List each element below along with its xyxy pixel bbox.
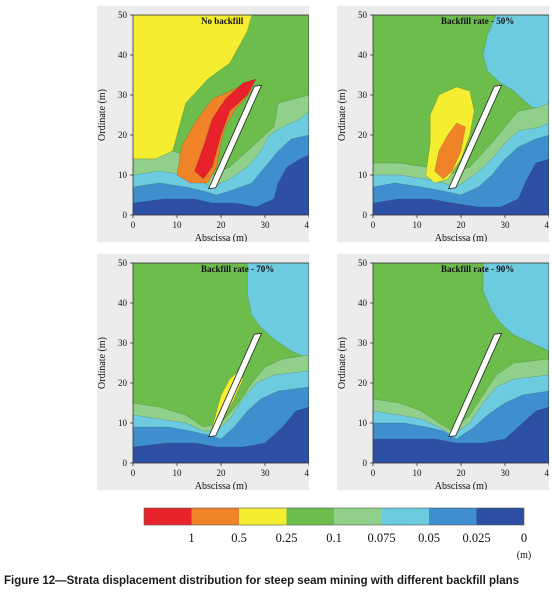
tick-label-y: 20 <box>118 130 128 140</box>
contour-plot: 0 10 20 30 40 0 10 20 30 40 50 Abscissa (m) Ordinate… <box>97 258 310 490</box>
tick-label-x: 20 <box>457 468 467 478</box>
panel-no-backfill: 0 10 20 30 40 0 10 20 30 40 50 Abscissa (m) Ordinate… <box>97 6 309 242</box>
x-axis-label: Abscissa (m) <box>435 233 488 242</box>
tick-label-y: 40 <box>358 50 368 60</box>
contour-region <box>194 78 257 180</box>
tick-label-y: 40 <box>358 298 368 308</box>
colorbar-swatch <box>144 508 192 525</box>
tick-label-y: 30 <box>118 90 128 100</box>
tick-label-y: 10 <box>118 418 128 428</box>
tick-label-y: 10 <box>358 170 368 180</box>
tick-label-y: 50 <box>118 10 128 20</box>
tick-label-y: 20 <box>358 378 368 388</box>
panel-backfill-70: 0 10 20 30 40 0 10 20 30 40 50 Abscissa (m) Ordinate… <box>97 254 309 490</box>
contour-plot: 0 10 20 30 40 0 10 20 30 40 50 Abscissa (m) Ordinate… <box>97 10 310 242</box>
x-axis-label: Abscissa (m) <box>195 481 248 490</box>
colorbar-swatch <box>334 508 382 525</box>
tick-label-y: 40 <box>118 298 128 308</box>
seam-mark <box>208 84 263 190</box>
tick-label-y: 0 <box>123 210 128 220</box>
panel-title: Backfill rate - 50% <box>441 16 514 26</box>
colorbar-label: 0.075 <box>367 531 395 545</box>
tick-label-y: 20 <box>118 378 128 388</box>
y-axis-label: Ordinate (m) <box>337 89 348 141</box>
panel-title: Backfill rate - 90% <box>441 264 514 274</box>
colorbar-swatch <box>239 508 287 525</box>
panel-backfill-90: 0 10 20 30 40 0 10 20 30 40 50 Abscissa (m) Ordinate… <box>337 254 549 490</box>
y-axis-label: Ordinate (m) <box>337 337 348 389</box>
tick-label-y: 0 <box>363 210 368 220</box>
tick-label-x: 0 <box>131 220 136 230</box>
figure-caption: Figure 12—Strata displacement distributi… <box>4 575 520 587</box>
panel-title: Backfill rate - 70% <box>201 264 274 274</box>
tick-label-x: 0 <box>131 468 136 478</box>
colorbar-label: 0.25 <box>276 531 298 545</box>
tick-label-y: 50 <box>118 258 128 268</box>
colorbar-label: 0.1 <box>326 531 342 545</box>
tick-label-x: 10 <box>173 468 183 478</box>
tick-label-x: 0 <box>371 220 376 230</box>
colorbar-label: 0.025 <box>462 531 490 545</box>
colorbar-label: 1 <box>188 531 194 545</box>
x-axis-label: Abscissa (m) <box>435 481 488 490</box>
tick-label-y: 10 <box>358 418 368 428</box>
tick-label-y: 30 <box>358 338 368 348</box>
colorbar-label: 0.5 <box>231 531 247 545</box>
colorbar-unit: (m) <box>517 550 531 561</box>
tick-label-y: 40 <box>118 50 128 60</box>
tick-label-x: 30 <box>261 220 271 230</box>
tick-label-y: 10 <box>118 170 128 180</box>
tick-label-y: 0 <box>363 458 368 468</box>
contour-region <box>133 134 309 215</box>
tick-label-x: 0 <box>371 468 376 478</box>
tick-label-y: 30 <box>118 338 128 348</box>
seam-mark <box>448 84 503 190</box>
panel-title: No backfill <box>201 16 244 26</box>
colorbar-legend: 1 0.5 0.25 0.1 0.075 0.05 0.025 0 (m) <box>143 507 531 561</box>
contour-region <box>373 134 549 215</box>
colorbar-label: 0.05 <box>418 531 440 545</box>
tick-label-x: 40 <box>545 468 550 478</box>
colorbar-swatch <box>191 508 239 525</box>
contour-region <box>482 263 549 352</box>
tick-label-x: 40 <box>305 468 310 478</box>
tick-label-x: 30 <box>501 220 511 230</box>
y-axis-label: Ordinate (m) <box>97 89 108 141</box>
tick-label-y: 0 <box>123 458 128 468</box>
tick-label-x: 40 <box>545 220 550 230</box>
tick-label-y: 20 <box>358 130 368 140</box>
tick-label-x: 30 <box>261 468 271 478</box>
tick-label-x: 10 <box>413 468 423 478</box>
tick-label-y: 50 <box>358 258 368 268</box>
contour-region <box>482 15 549 112</box>
tick-label-x: 20 <box>217 220 227 230</box>
seam-mark <box>208 332 263 438</box>
contour-region <box>373 158 549 215</box>
contour-plot: 0 10 20 30 40 0 10 20 30 40 50 Abscissa (m) Ordinate… <box>337 10 550 242</box>
tick-label-x: 30 <box>501 468 511 478</box>
tick-label-x: 20 <box>457 220 467 230</box>
y-axis-label: Ordinate (m) <box>97 337 108 389</box>
panel-backfill-50: 0 10 20 30 40 0 10 20 30 40 50 Abscissa (m) Ordinate… <box>337 6 549 242</box>
seam-mark <box>448 332 503 438</box>
contour-region <box>133 406 309 463</box>
tick-label-x: 40 <box>305 220 310 230</box>
tick-label-x: 10 <box>413 220 423 230</box>
colorbar-label: 0 <box>521 531 527 545</box>
colorbar-swatch <box>476 508 524 525</box>
contour-region <box>434 122 466 180</box>
contour-region <box>247 263 309 360</box>
contour-region <box>133 154 309 215</box>
colorbar-swatch <box>286 508 334 525</box>
colorbar-swatch <box>381 508 429 525</box>
tick-label-x: 20 <box>217 468 227 478</box>
contour-region <box>373 406 549 463</box>
x-axis-label: Abscissa (m) <box>195 233 248 242</box>
tick-label-y: 50 <box>358 10 368 20</box>
colorbar-swatch <box>429 508 477 525</box>
tick-label-y: 30 <box>358 90 368 100</box>
contour-plot: 0 10 20 30 40 0 10 20 30 40 50 Abscissa (m) Ordinate… <box>337 258 550 490</box>
tick-label-x: 10 <box>173 220 183 230</box>
